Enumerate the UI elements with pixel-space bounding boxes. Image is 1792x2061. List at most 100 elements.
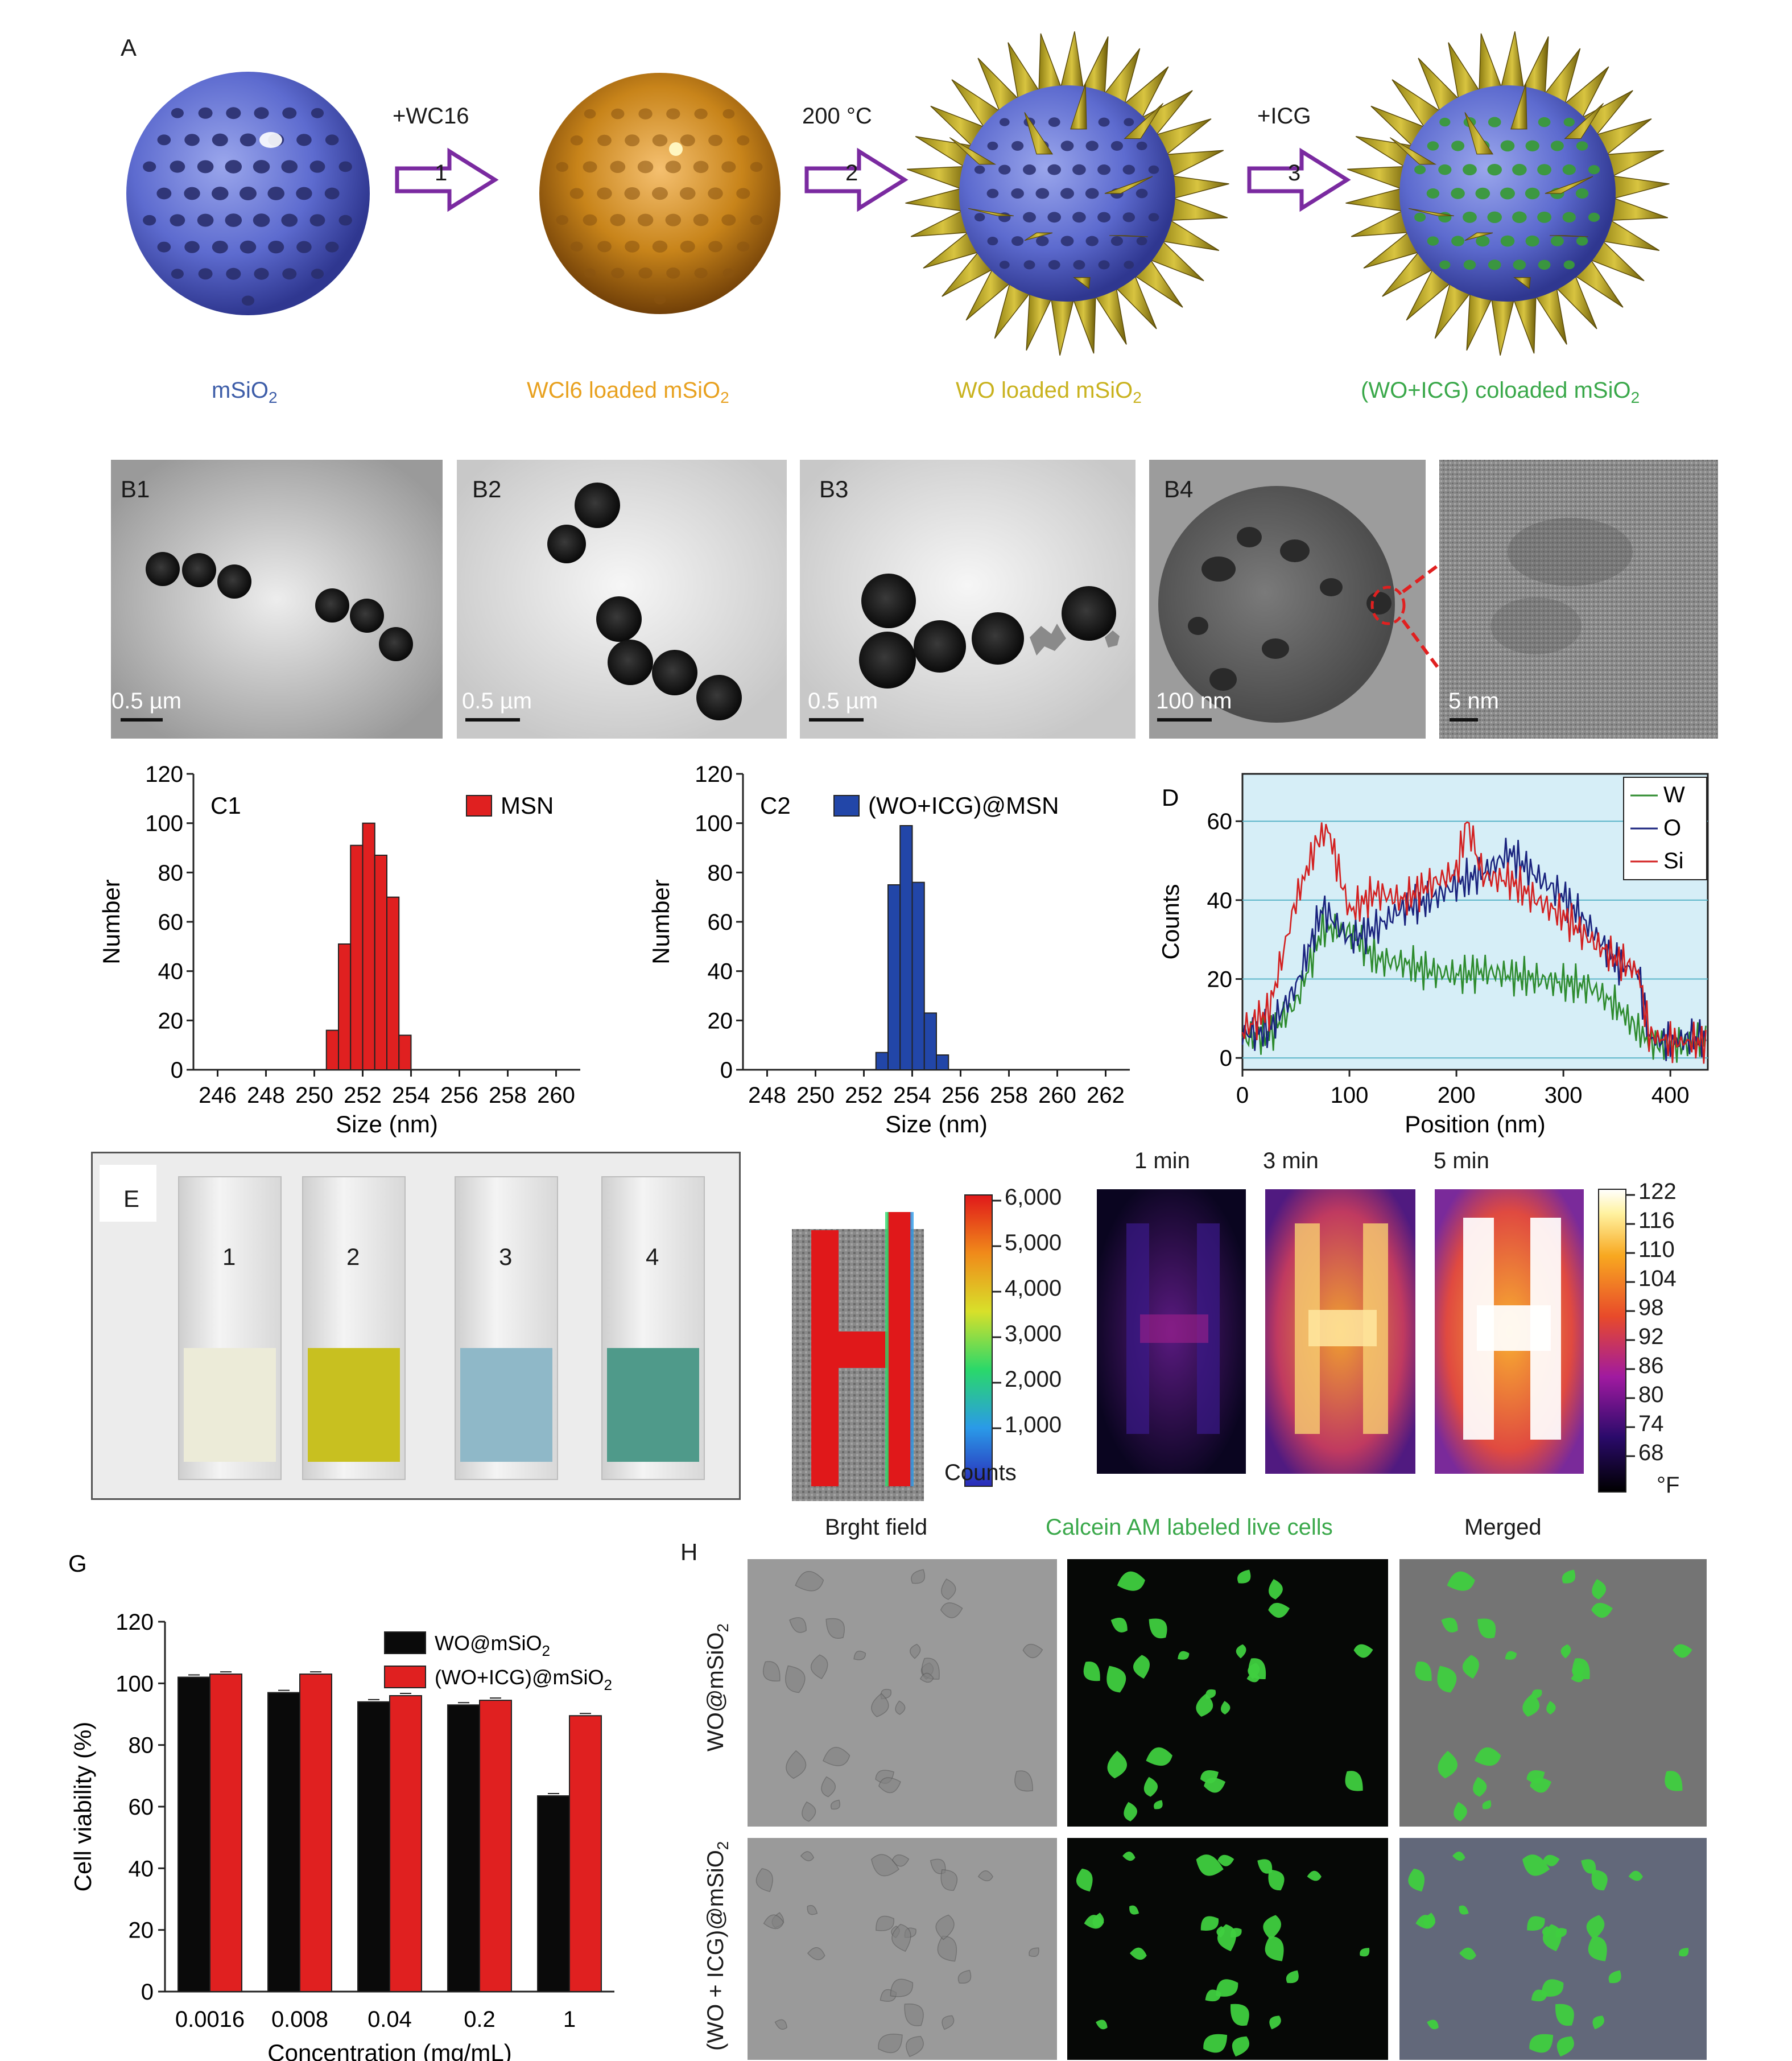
pore xyxy=(987,237,998,246)
pore xyxy=(1463,211,1477,223)
cell xyxy=(1673,1644,1692,1658)
chart-d-linescan: 0 20 40 60 0 100 200 300 400 Position (nm) Counts D… xyxy=(1157,773,1709,1137)
cell xyxy=(1482,1800,1492,1809)
pore xyxy=(999,261,1010,269)
pore xyxy=(171,269,184,279)
caption-wcl6-loaded: WCl6 loaded mSiO2 xyxy=(527,378,729,406)
pore xyxy=(652,134,668,147)
x-tick-label: 0.008 xyxy=(271,2007,328,2032)
cell xyxy=(895,1700,906,1715)
histogram-bar xyxy=(338,943,352,1070)
cell xyxy=(1438,1750,1457,1779)
pore xyxy=(268,240,284,254)
spike xyxy=(949,137,997,165)
pore xyxy=(625,240,640,253)
counts-tick-label: 1,000 xyxy=(1005,1412,1062,1437)
cuvette-2: 2 xyxy=(302,1176,406,1480)
x-tick-label: 260 xyxy=(1038,1083,1076,1108)
spike xyxy=(1050,291,1076,356)
cell xyxy=(810,1654,828,1680)
cell xyxy=(1106,1666,1126,1693)
cell xyxy=(1546,1701,1556,1714)
pore xyxy=(1537,164,1552,176)
cell xyxy=(1415,1915,1436,1929)
cell xyxy=(785,1665,806,1693)
pore xyxy=(253,160,270,174)
pore xyxy=(281,213,298,227)
pore xyxy=(254,107,269,119)
cell xyxy=(1107,1750,1127,1779)
spike xyxy=(968,208,1014,216)
legend-subscript: 2 xyxy=(604,1676,612,1693)
cell xyxy=(1571,1673,1584,1683)
temp-tick-label: 74 xyxy=(1638,1411,1664,1436)
pore xyxy=(211,187,229,200)
pore xyxy=(1451,188,1465,199)
pore xyxy=(225,160,242,174)
pore xyxy=(1011,188,1024,199)
plot-frame xyxy=(1241,773,1709,1071)
cell xyxy=(1014,1770,1033,1792)
pore xyxy=(665,160,682,174)
cell xyxy=(1541,1979,1564,1997)
temp-tick-label: 116 xyxy=(1638,1208,1675,1233)
y-axis-label: Number xyxy=(647,879,674,964)
step-arrow-2 xyxy=(804,147,909,212)
viability-bar xyxy=(447,1704,480,1992)
cell xyxy=(1231,2004,1249,2026)
pore xyxy=(1512,163,1527,176)
scalebar-hrtem: 5 nm xyxy=(1448,689,1499,714)
y-tick-label: 40 xyxy=(708,959,733,984)
pore xyxy=(1060,236,1074,246)
panel-label-h: H xyxy=(680,1539,698,1565)
cell xyxy=(1459,1905,1469,1915)
cell xyxy=(1454,1802,1467,1821)
pore xyxy=(325,241,339,253)
cell xyxy=(1591,1869,1608,1891)
pore xyxy=(1097,164,1111,175)
micrograph-calcein xyxy=(1067,1559,1388,1827)
pore xyxy=(722,109,735,119)
wo-loaded-sphere xyxy=(905,31,1229,356)
pore xyxy=(1060,188,1074,199)
cell xyxy=(1268,1869,1285,1891)
hrtem-zoom xyxy=(1439,460,1718,739)
counts-tick-label: 6,000 xyxy=(1005,1185,1062,1210)
cell xyxy=(1265,1936,1284,1961)
viability-bar xyxy=(357,1701,390,1992)
spike xyxy=(1058,31,1085,96)
pore xyxy=(253,213,270,227)
thermal-3min xyxy=(1265,1189,1415,1474)
viability-bar xyxy=(537,1795,570,1992)
chart-g-viability: 0 20 40 60 80 100 120 0.0016 0.008 0.04 0.2 1 Concen… xyxy=(68,1550,614,2061)
pore xyxy=(610,160,626,174)
pore xyxy=(212,240,228,254)
pore xyxy=(198,107,213,119)
x-tick-label: 256 xyxy=(440,1083,478,1108)
pore xyxy=(570,241,583,252)
pore xyxy=(652,187,668,200)
legend-swatch xyxy=(384,1666,426,1688)
pore xyxy=(694,108,708,119)
cell xyxy=(1217,1854,1234,1866)
thermal-5min xyxy=(1435,1189,1584,1474)
pore xyxy=(1072,164,1086,175)
pore xyxy=(241,295,255,306)
pore xyxy=(1110,236,1124,246)
pore xyxy=(1463,259,1476,270)
cell xyxy=(941,1578,956,1600)
pore xyxy=(1047,212,1062,223)
spike xyxy=(1464,232,1493,241)
pore xyxy=(1098,117,1110,127)
cell xyxy=(1203,2034,1228,2053)
legend-label: (WO+ICG)@MSN xyxy=(868,792,1059,819)
y-tick-label: 80 xyxy=(708,860,733,885)
cell xyxy=(1345,1771,1363,1791)
pore xyxy=(225,213,242,227)
pore xyxy=(1427,141,1439,151)
temperature-colorbar xyxy=(1598,1189,1626,1493)
cell xyxy=(1452,1852,1465,1861)
y-tick-label: 80 xyxy=(129,1733,154,1758)
cell xyxy=(789,1617,807,1633)
pore xyxy=(1098,260,1110,270)
